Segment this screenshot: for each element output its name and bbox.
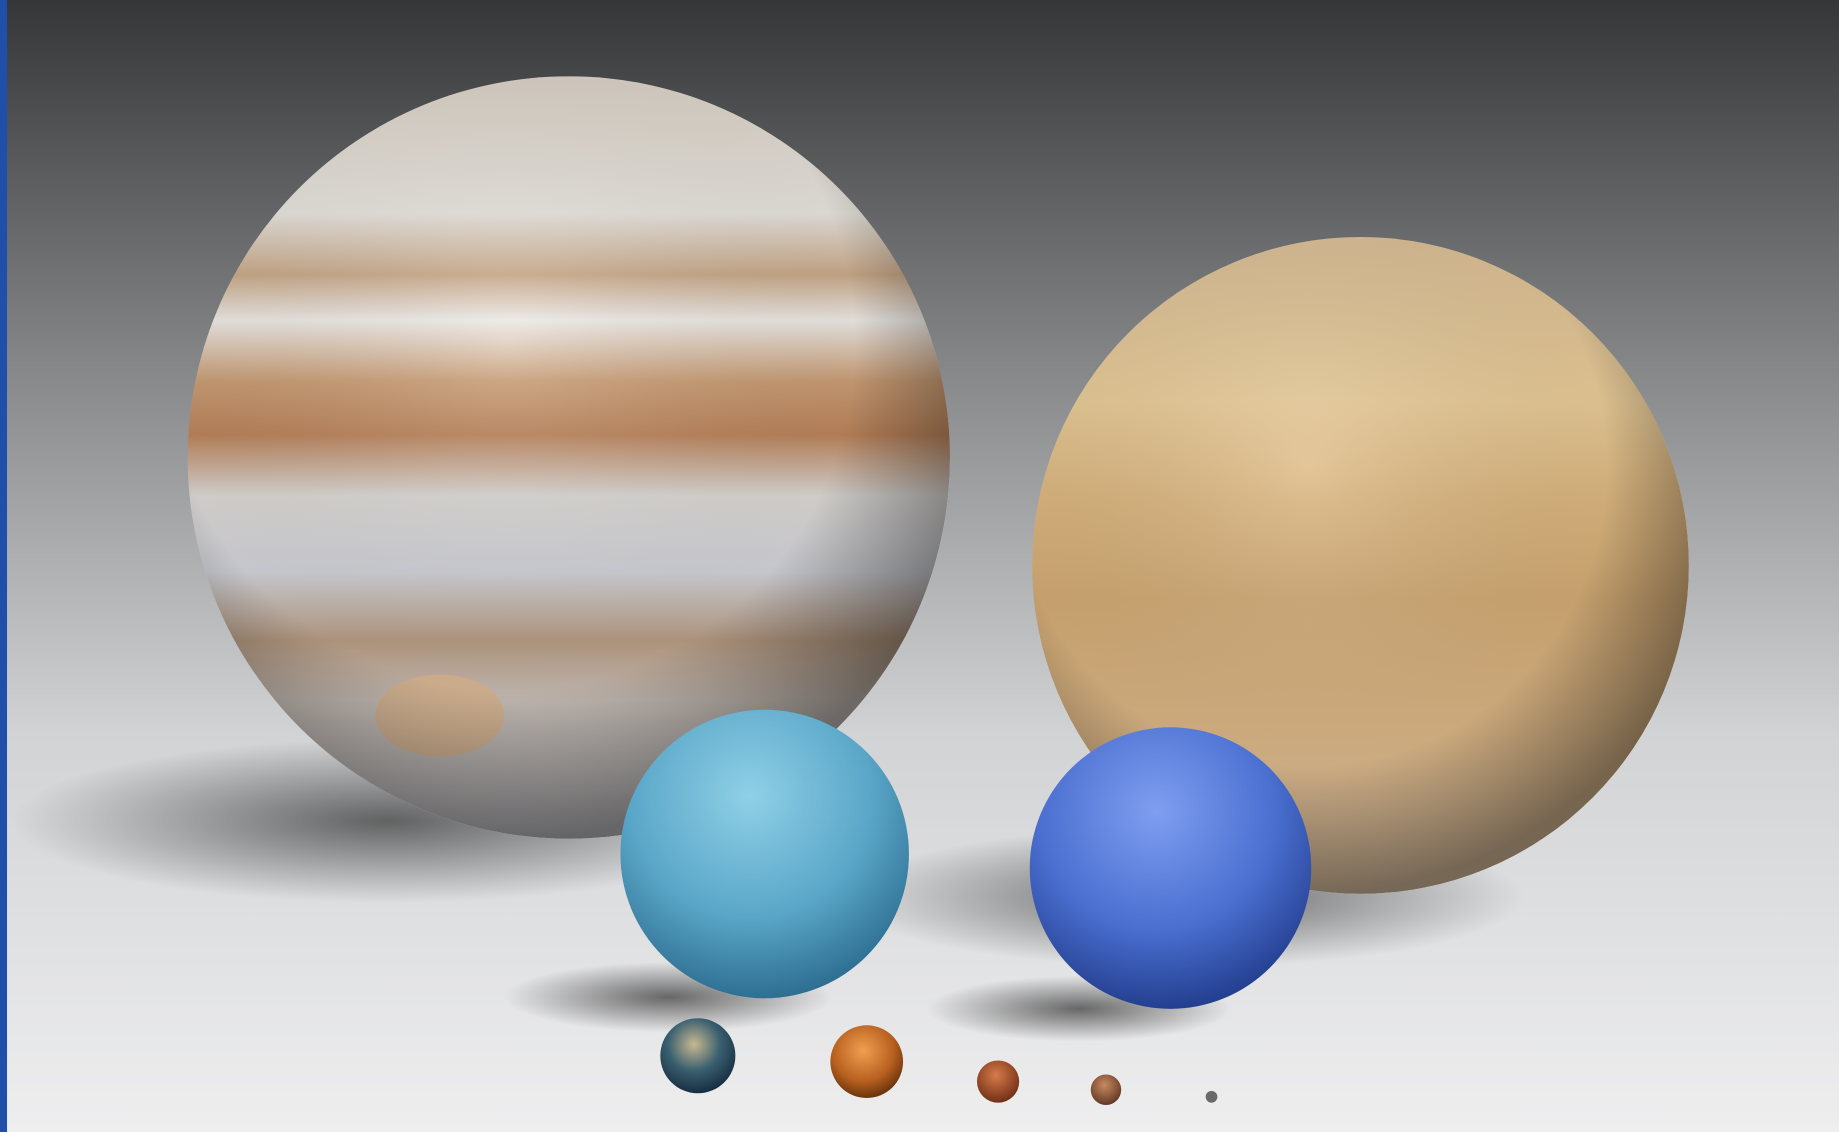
left-edge	[0, 0, 8, 1132]
saturn	[1032, 236, 1689, 894]
earth	[660, 1018, 736, 1094]
venus	[830, 1025, 904, 1098]
jupiter	[187, 76, 950, 839]
pluto	[1205, 1090, 1218, 1103]
mercury	[1090, 1074, 1122, 1106]
mars	[976, 1060, 1020, 1103]
neptune	[1029, 727, 1312, 1009]
uranus	[620, 709, 909, 999]
